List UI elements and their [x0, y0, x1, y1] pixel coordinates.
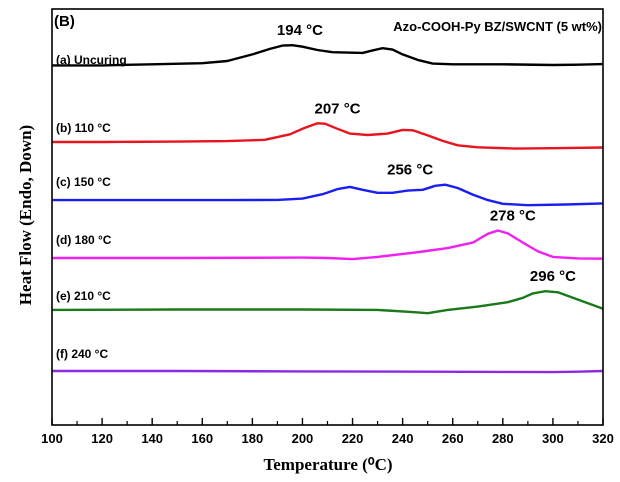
series-line-5	[51, 290, 604, 315]
x-tick-label: 220	[342, 431, 364, 446]
y-axis-title: Heat Flow (Endo, Down)	[16, 125, 35, 305]
x-tick-label: 120	[91, 431, 113, 446]
series-line-6	[52, 369, 604, 374]
series-line-2	[52, 122, 604, 150]
series-labels: (a) Uncuring (b) 110 °C (c) 150 °C (d) 180 …	[56, 53, 127, 361]
x-tick-label: 100	[41, 431, 63, 446]
x-tick-label: 200	[292, 431, 314, 446]
peak-label-3: 256 °C	[387, 162, 433, 179]
x-tick-label: 320	[592, 431, 614, 446]
peak-labels: 194 °C 207 °C 256 °C 278 °C 296 °C	[277, 22, 576, 285]
peak-label-1: 194 °C	[277, 22, 323, 39]
x-axis-title: Temperature (⁰C)	[263, 455, 392, 474]
x-tick-label: 240	[392, 431, 414, 446]
x-tick-label: 160	[191, 431, 213, 446]
series-line-1	[52, 44, 604, 67]
panel-label: (B)	[54, 13, 75, 30]
series-label-5: (e) 210 °C	[56, 289, 111, 303]
x-tick-label: 260	[442, 431, 464, 446]
series-line-3	[52, 183, 604, 207]
x-tick-label: 180	[242, 431, 264, 446]
x-axis-ticks: 100 120 140 160 180 200 220 240 260 280 300 320	[41, 418, 614, 446]
series-line-4	[52, 229, 604, 261]
series-lines	[51, 44, 604, 374]
series-label-1: (a) Uncuring	[56, 53, 127, 67]
x-tick-label: 140	[141, 431, 163, 446]
x-tick-label: 280	[492, 431, 514, 446]
series-label-3: (c) 150 °C	[56, 175, 111, 189]
chart-title: Azo-COOH-Py BZ/SWCNT (5 wt%)	[393, 19, 602, 34]
peak-label-4: 278 °C	[490, 208, 536, 225]
x-tick-label: 300	[542, 431, 564, 446]
series-label-6: (f) 240 °C	[56, 347, 108, 361]
series-label-4: (d) 180 °C	[56, 233, 112, 247]
series-label-2: (b) 110 °C	[56, 121, 111, 135]
plot-frame	[51, 8, 604, 426]
peak-label-2: 207 °C	[315, 100, 361, 117]
peak-label-5: 296 °C	[530, 268, 576, 285]
